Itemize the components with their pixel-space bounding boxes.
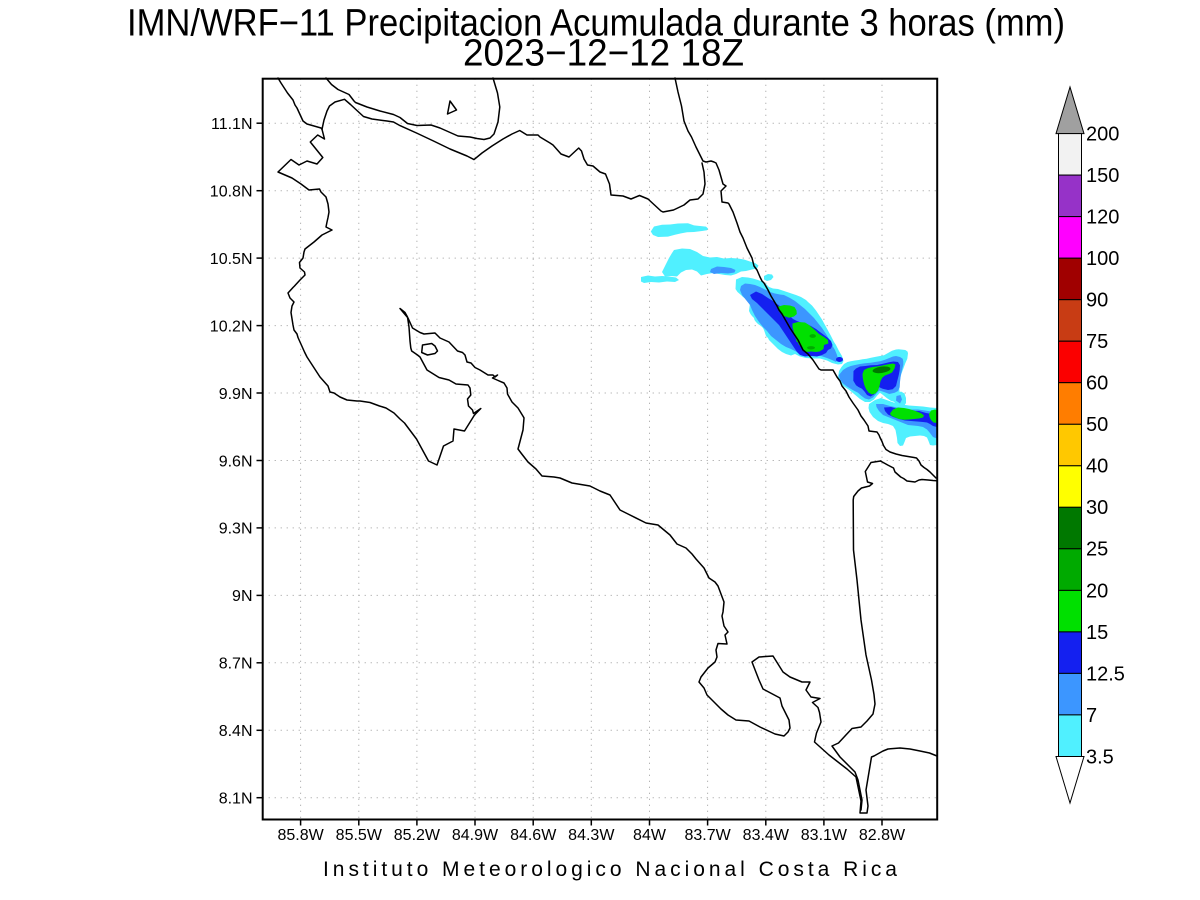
svg-text:40: 40 [1086, 456, 1108, 478]
svg-text:85.2W: 85.2W [394, 827, 441, 844]
svg-text:IMN/WRF−11 Precipitacion Acumu: IMN/WRF−11 Precipitacion Acumulada duran… [127, 3, 1065, 45]
svg-text:83.4W: 83.4W [743, 827, 790, 844]
svg-text:7: 7 [1086, 705, 1097, 727]
svg-text:10.2N: 10.2N [210, 319, 253, 336]
svg-text:25: 25 [1086, 539, 1108, 561]
svg-text:84.6W: 84.6W [510, 827, 557, 844]
svg-text:85.5W: 85.5W [336, 827, 383, 844]
svg-text:15: 15 [1086, 622, 1108, 644]
svg-text:84.3W: 84.3W [568, 827, 615, 844]
svg-text:83.7W: 83.7W [684, 827, 731, 844]
svg-text:9.3N: 9.3N [219, 521, 253, 538]
svg-text:82.8W: 82.8W [859, 827, 906, 844]
svg-text:75: 75 [1086, 331, 1108, 353]
svg-text:12.5: 12.5 [1086, 663, 1125, 685]
svg-text:8.4N: 8.4N [219, 723, 253, 740]
svg-text:10.8N: 10.8N [210, 184, 253, 201]
svg-text:9.6N: 9.6N [219, 453, 253, 470]
svg-text:Instituto Meteorologico Nacion: Instituto Meteorologico Nacional Costa R… [323, 858, 897, 881]
svg-text:3.5: 3.5 [1086, 746, 1114, 768]
svg-text:84.9W: 84.9W [452, 827, 499, 844]
svg-text:60: 60 [1086, 373, 1108, 395]
svg-text:120: 120 [1086, 207, 1119, 229]
svg-text:9.9N: 9.9N [219, 386, 253, 403]
svg-text:11.1N: 11.1N [211, 116, 253, 133]
svg-text:8.7N: 8.7N [219, 656, 253, 673]
svg-text:84W: 84W [633, 827, 667, 844]
svg-text:9N: 9N [232, 588, 252, 605]
svg-text:150: 150 [1086, 165, 1119, 187]
svg-text:8.1N: 8.1N [219, 791, 253, 808]
svg-text:30: 30 [1086, 497, 1108, 519]
svg-text:200: 200 [1086, 124, 1119, 146]
svg-text:2023−12−12 18Z: 2023−12−12 18Z [463, 33, 744, 75]
svg-text:90: 90 [1086, 290, 1108, 312]
svg-text:83.1W: 83.1W [801, 827, 848, 844]
svg-text:50: 50 [1086, 414, 1108, 436]
svg-text:100: 100 [1086, 248, 1119, 270]
svg-text:85.8W: 85.8W [277, 827, 324, 844]
svg-text:20: 20 [1086, 580, 1108, 602]
svg-text:10.5N: 10.5N [210, 251, 253, 268]
